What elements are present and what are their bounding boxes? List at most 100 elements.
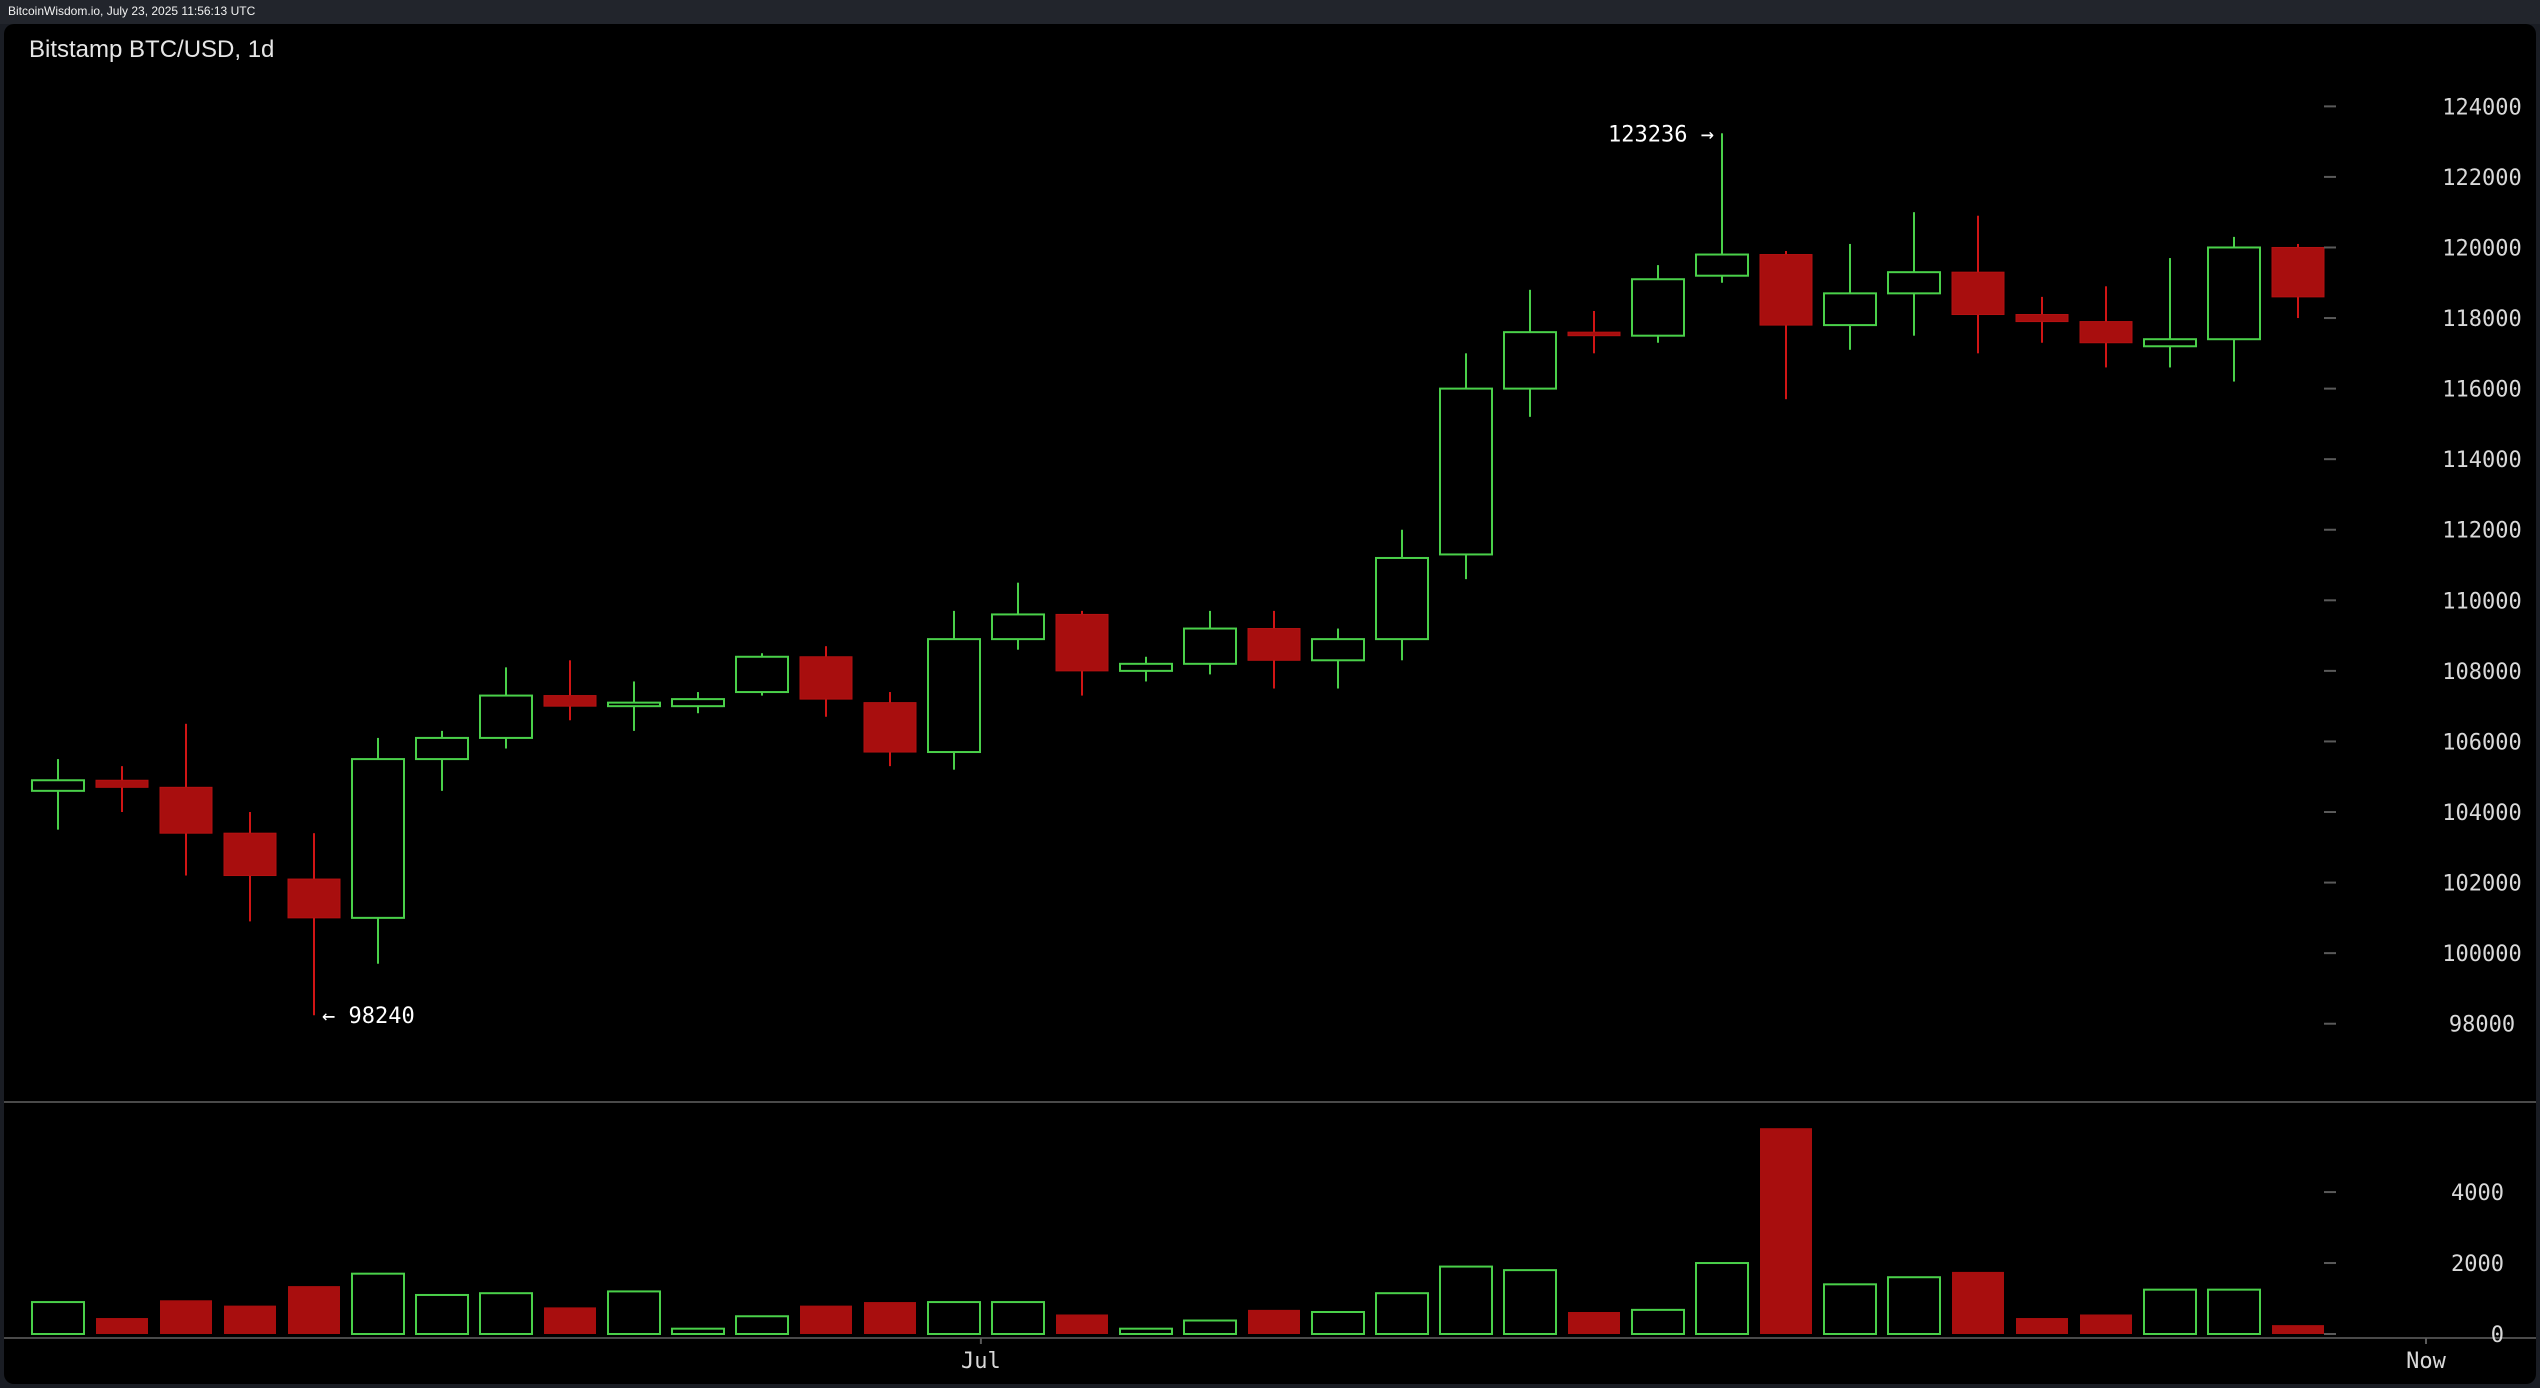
volume-bar[interactable] [1952,1271,2004,1334]
volume-bar[interactable] [1631,1308,1685,1336]
candle[interactable] [1823,243,1877,350]
volume-bar[interactable] [1439,1265,1493,1336]
candle-body [1887,271,1941,295]
candle[interactable] [351,737,405,964]
candle[interactable] [2271,243,2325,319]
candle[interactable] [671,692,725,714]
chart-svg[interactable]: 98000 100000 102000 104000 106000 108000 11000… [4,24,2536,1384]
volume-bar[interactable] [1056,1314,1108,1334]
volume-bar[interactable] [800,1305,852,1334]
volume-bar[interactable] [479,1292,533,1336]
candle-body [2015,314,2069,323]
candle[interactable] [1055,610,1109,696]
volume-bar[interactable] [735,1315,789,1335]
candle-body [2271,246,2325,298]
volume-bar[interactable] [1311,1311,1365,1335]
candle[interactable] [735,653,789,696]
candle[interactable] [927,610,981,770]
candle[interactable] [1375,529,1429,661]
candle[interactable] [31,759,85,830]
candle[interactable] [1439,353,1493,580]
extreme-price-label: ← 98240 [322,1004,415,1029]
annotations: 123236 → ← 98240 [322,122,1714,1029]
volume-bar[interactable] [31,1301,85,1336]
volume-bar[interactable] [1823,1283,1877,1336]
candle[interactable] [223,812,277,922]
volume-tick-label: 4000 [2451,1181,2504,1206]
volume-bar[interactable] [2272,1325,2324,1334]
candle[interactable] [1119,656,1173,682]
candle[interactable] [1631,265,1685,343]
candle-body [1119,662,1173,672]
volume-bar[interactable] [1119,1327,1173,1335]
axes: 98000 100000 102000 104000 106000 108000 11000… [961,95,2522,1374]
volume-bar[interactable] [864,1302,916,1334]
volume-bar[interactable] [2080,1314,2132,1334]
candle[interactable] [2079,286,2133,368]
volume-bar[interactable] [224,1305,276,1334]
candle[interactable] [1951,215,2005,354]
candle-body [31,779,85,792]
volume-bar[interactable] [160,1300,212,1334]
volume-bar[interactable] [991,1301,1045,1336]
candle[interactable] [1503,289,1557,417]
candle[interactable] [1567,310,1621,354]
price-tick-label: 106000 [2442,730,2521,755]
volume-bar[interactable] [671,1327,725,1335]
volume-bar[interactable] [96,1318,148,1334]
volume-bar[interactable] [544,1307,596,1334]
volume-bar[interactable] [927,1301,981,1336]
candle[interactable] [2015,296,2069,343]
candle-body [543,695,597,707]
volume-bar[interactable] [1695,1262,1749,1335]
candle-body [1951,271,2005,316]
candlesticks [31,133,2325,1016]
chart-panel[interactable]: Bitstamp BTC/USD, 1d 98000 100000 102000 10… [4,24,2536,1384]
candle[interactable] [287,833,341,1016]
volume-bar[interactable] [1183,1319,1237,1335]
volume-bar[interactable] [288,1286,340,1334]
volume-bar[interactable] [2016,1318,2068,1334]
candle[interactable] [1759,251,1813,400]
price-tick-label: 118000 [2442,307,2521,332]
candle-body [927,638,981,754]
volume-bar[interactable] [2143,1288,2197,1335]
volume-bar[interactable] [351,1272,405,1335]
volume-bar[interactable] [1760,1128,1812,1334]
price-tick-label: 120000 [2442,236,2521,261]
candle[interactable] [863,692,917,767]
candle-body [2079,321,2133,344]
candle[interactable] [415,730,469,791]
candle[interactable] [1695,133,1749,283]
candle[interactable] [1247,610,1301,689]
candle[interactable] [991,582,1045,650]
candle[interactable] [159,723,213,876]
candle[interactable] [543,660,597,721]
volume-bar[interactable] [1375,1292,1429,1336]
volume-bar[interactable] [1248,1309,1300,1334]
candle[interactable] [799,646,853,717]
candle[interactable] [2143,258,2197,368]
volume-bar[interactable] [607,1290,661,1335]
volume-bar[interactable] [415,1293,469,1336]
candle[interactable] [607,681,661,731]
candle-body [1055,613,1109,672]
price-tick-label: 98000 [2449,1013,2515,1038]
volume-bar[interactable] [1887,1276,1941,1336]
candle[interactable] [1887,212,1941,336]
top-bar: BitcoinWisdom.io, July 23, 2025 11:56:13… [0,0,2540,24]
volume-bar[interactable] [1503,1269,1557,1335]
chart-title: Bitstamp BTC/USD, 1d [29,36,275,63]
candle-body [159,786,213,834]
candle[interactable] [2207,236,2261,382]
candle[interactable] [95,766,149,813]
price-tick-label: 114000 [2442,448,2521,473]
candle-body [1311,638,1365,662]
volume-bar[interactable] [2207,1288,2261,1335]
volume-bar[interactable] [1568,1312,1620,1334]
candle[interactable] [1183,610,1237,675]
candle-body [1823,292,1877,327]
candle[interactable] [479,667,533,749]
candle-body [479,694,533,739]
candle[interactable] [1311,628,1365,689]
